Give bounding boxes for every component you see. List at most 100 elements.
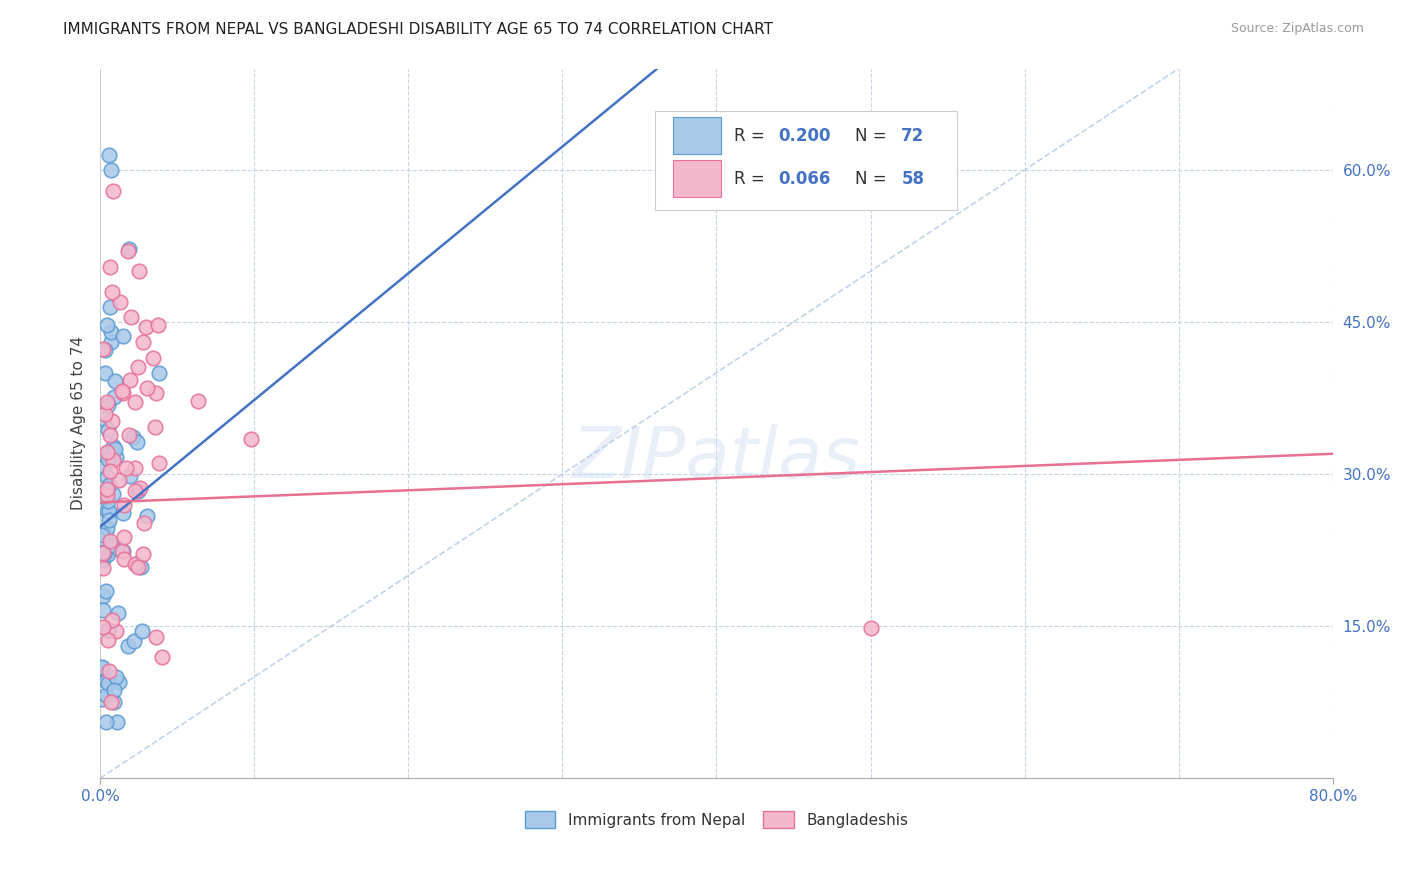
Point: [94, 407, 117, 421]
Point: [90, 669, 112, 683]
Point: [98, 260, 121, 275]
Text: Source: ZipAtlas.com: Source: ZipAtlas.com: [1230, 22, 1364, 36]
Point: [148, 318, 170, 332]
Point: [103, 695, 125, 709]
Point: [124, 461, 146, 475]
Point: [105, 541, 128, 555]
Point: [105, 624, 128, 638]
Point: [98, 665, 121, 679]
Point: [93, 546, 115, 560]
Text: 72: 72: [901, 127, 925, 145]
Point: [100, 162, 122, 177]
Text: N =: N =: [855, 127, 891, 145]
Point: [97, 423, 120, 437]
FancyBboxPatch shape: [673, 118, 721, 154]
FancyBboxPatch shape: [655, 112, 957, 211]
Point: [128, 264, 150, 278]
Point: [90, 692, 112, 706]
Point: [103, 682, 125, 697]
Point: [127, 434, 149, 449]
Point: [107, 606, 129, 620]
Point: [91, 489, 114, 503]
Point: [112, 498, 135, 512]
Text: N =: N =: [855, 169, 891, 187]
Point: [117, 640, 139, 654]
Y-axis label: Disability Age 65 to 74: Disability Age 65 to 74: [72, 336, 86, 510]
Point: [148, 366, 170, 380]
Point: [148, 456, 170, 470]
Point: [98, 512, 121, 526]
Point: [98, 533, 121, 548]
Point: [97, 504, 120, 518]
Point: [96, 688, 118, 702]
Point: [187, 394, 209, 409]
Point: [93, 602, 115, 616]
Point: [94, 367, 117, 381]
Point: [124, 557, 146, 571]
Text: 0.200: 0.200: [778, 127, 831, 145]
Point: [100, 537, 122, 551]
Point: [127, 560, 149, 574]
Point: [93, 553, 115, 567]
Point: [145, 630, 167, 644]
Point: [142, 351, 165, 365]
Point: [98, 543, 121, 558]
Point: [118, 242, 141, 256]
Text: R =: R =: [734, 127, 769, 145]
Point: [111, 544, 134, 558]
Point: [105, 715, 128, 730]
Point: [111, 328, 134, 343]
Point: [96, 487, 118, 501]
Point: [135, 320, 157, 334]
Point: [107, 674, 129, 689]
Point: [94, 673, 117, 688]
Text: ZIPatlas: ZIPatlas: [572, 425, 860, 493]
Point: [90, 661, 112, 675]
Point: [127, 360, 149, 375]
Point: [96, 483, 118, 498]
Point: [96, 504, 118, 518]
Point: [91, 560, 114, 574]
Point: [145, 386, 167, 401]
Point: [91, 459, 114, 474]
Point: [112, 506, 135, 520]
Point: [120, 310, 142, 324]
Point: [111, 543, 134, 558]
Point: [101, 453, 124, 467]
Point: [91, 545, 114, 559]
Point: [90, 549, 112, 563]
Point: [103, 439, 125, 453]
Point: [97, 452, 120, 467]
Point: [94, 714, 117, 729]
Point: [104, 442, 127, 456]
Point: [93, 412, 115, 426]
Point: [91, 589, 114, 603]
Point: [96, 482, 118, 496]
Point: [101, 184, 124, 198]
Point: [135, 381, 157, 395]
Text: R =: R =: [734, 169, 769, 187]
Point: [91, 620, 114, 634]
Point: [93, 343, 115, 357]
Point: [96, 445, 118, 459]
Point: [94, 528, 117, 542]
Point: [104, 450, 127, 464]
Point: [98, 478, 121, 492]
Point: [108, 474, 131, 488]
Text: IMMIGRANTS FROM NEPAL VS BANGLADESHI DISABILITY AGE 65 TO 74 CORRELATION CHART: IMMIGRANTS FROM NEPAL VS BANGLADESHI DIS…: [63, 22, 773, 37]
Point: [97, 632, 120, 647]
Point: [112, 530, 135, 544]
Point: [124, 484, 146, 499]
Text: 58: 58: [901, 169, 924, 187]
Point: [136, 509, 159, 524]
Point: [100, 695, 122, 709]
Point: [101, 414, 124, 428]
Point: [132, 516, 155, 530]
Point: [118, 468, 141, 483]
Point: [97, 547, 120, 561]
Point: [117, 428, 139, 442]
Point: [98, 301, 121, 315]
Point: [120, 373, 142, 387]
Point: [100, 334, 122, 349]
Point: [97, 676, 120, 690]
